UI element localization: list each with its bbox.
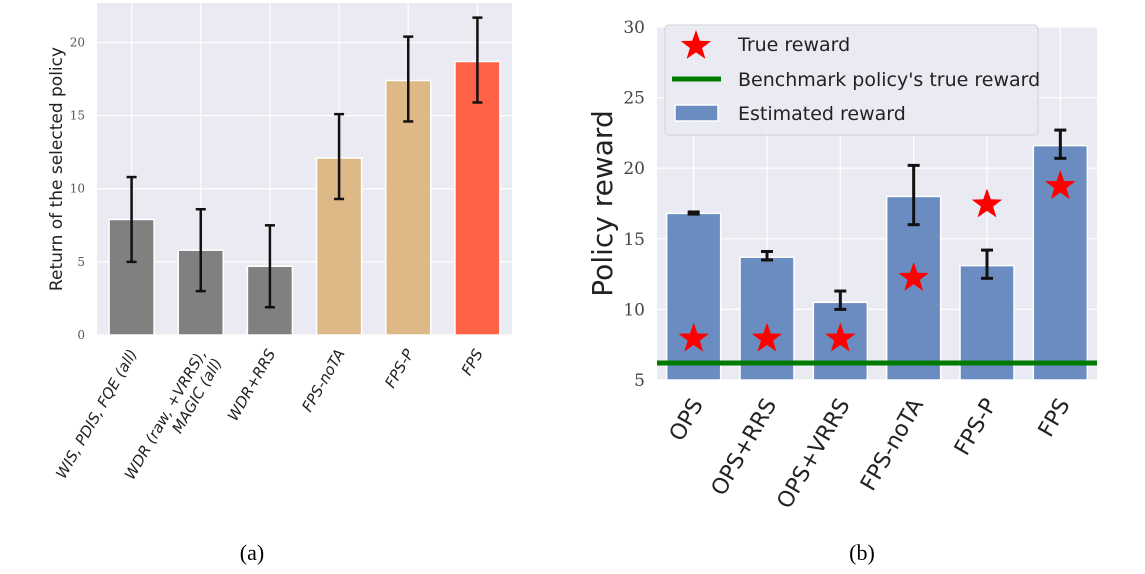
y-axis-label: Policy reward	[586, 110, 619, 296]
x-tick-label: FPS	[458, 346, 487, 379]
bar-estimated-reward	[885, 195, 942, 381]
true-reward-star	[825, 322, 856, 352]
x-tick-label: WDR+RRS	[224, 346, 280, 424]
true-reward-star	[971, 188, 1003, 218]
legend-bar-icon	[674, 104, 719, 122]
y-tick-label: 5	[634, 371, 645, 391]
y-tick-label: 15	[70, 109, 85, 123]
x-tick-label: WDR (raw, +VRRS),MAGIC (all)	[121, 346, 226, 492]
y-tick-label: 20	[70, 35, 85, 49]
x-tick-label: FPS-P	[381, 345, 418, 391]
x-tick-label: FPS-noTA	[856, 395, 929, 496]
legend-label-true-reward: True reward	[737, 34, 850, 56]
y-axis-label: Return of the selected policy	[47, 47, 67, 291]
y-tick-label: 15	[623, 230, 645, 250]
y-tick-label: 5	[77, 255, 85, 269]
y-tick-label: 20	[623, 159, 645, 179]
plot-background	[97, 3, 512, 335]
bar	[454, 60, 501, 336]
x-tick-label-line: FPS	[458, 346, 487, 379]
panel-label-a: (a)	[240, 540, 264, 565]
y-tick-label: 0	[77, 328, 85, 342]
true-reward-star	[678, 322, 709, 352]
bar	[385, 79, 432, 336]
x-tick-label-line: WDR+RRS	[224, 346, 280, 424]
legend: True reward Benchmark policy's true rewar…	[664, 24, 1040, 136]
panel-label-b: (b)	[849, 540, 875, 565]
y-tick-label: 10	[623, 300, 645, 320]
true-reward-star	[1045, 170, 1076, 200]
x-tick-label: OPS+VRRS	[773, 395, 856, 514]
legend-star-icon	[680, 30, 712, 59]
y-tick-label: 10	[70, 182, 85, 196]
bar	[177, 249, 224, 336]
legend-box	[664, 24, 1039, 136]
legend-label-benchmark: Benchmark policy's true reward	[738, 69, 1040, 91]
x-tick-label: FPS	[1034, 395, 1076, 442]
legend-label-estimated-reward: Estimated reward	[738, 103, 906, 125]
x-tick-label-line: FPS-P	[381, 345, 418, 391]
bar-estimated-reward	[739, 256, 795, 381]
true-reward-star	[751, 322, 783, 352]
y-tick-label: 25	[623, 89, 645, 109]
x-tick-label: FPS-P	[950, 395, 1002, 460]
true-reward-star	[898, 261, 929, 291]
x-tick-label: FPS-noTA	[298, 346, 348, 415]
y-tick-label: 30	[623, 18, 645, 38]
x-tick-label-line: FPS-noTA	[298, 346, 348, 415]
x-tick-label: OPS+RRS	[707, 395, 782, 501]
x-tick-label: OPS	[665, 395, 709, 446]
bar-estimated-reward	[665, 212, 722, 381]
